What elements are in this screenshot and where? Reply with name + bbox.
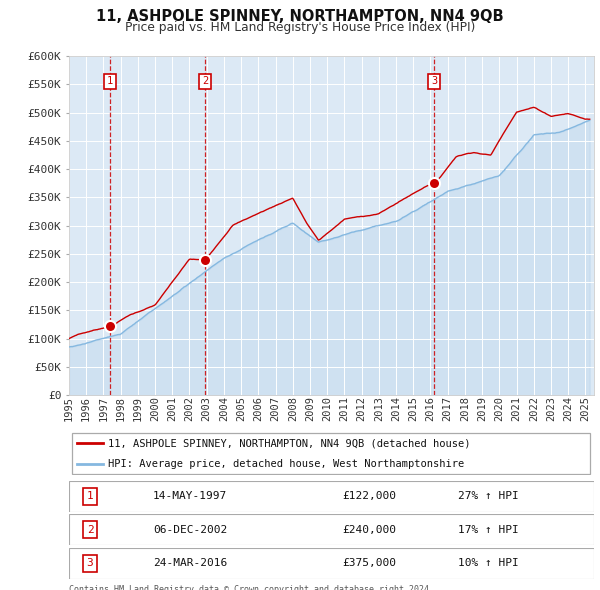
Text: 27% ↑ HPI: 27% ↑ HPI: [458, 491, 518, 501]
Text: 2: 2: [202, 77, 208, 87]
Text: 2024: 2024: [563, 396, 573, 421]
Text: 2000: 2000: [150, 396, 160, 421]
Text: 1997: 1997: [98, 396, 109, 421]
Text: 3: 3: [86, 559, 94, 568]
Text: 2: 2: [86, 525, 94, 535]
Text: 2008: 2008: [288, 396, 298, 421]
Text: HPI: Average price, detached house, West Northamptonshire: HPI: Average price, detached house, West…: [109, 460, 464, 469]
Text: 2004: 2004: [219, 396, 229, 421]
Text: 2009: 2009: [305, 396, 315, 421]
Text: 2016: 2016: [425, 396, 436, 421]
Text: 2022: 2022: [529, 396, 539, 421]
Text: 2006: 2006: [253, 396, 263, 421]
FancyBboxPatch shape: [71, 433, 590, 474]
Text: 1: 1: [107, 77, 113, 87]
Text: 1996: 1996: [81, 396, 91, 421]
Text: 2010: 2010: [322, 396, 332, 421]
Text: 1: 1: [86, 491, 94, 501]
FancyBboxPatch shape: [69, 548, 594, 579]
Text: 2003: 2003: [202, 396, 212, 421]
Text: 2012: 2012: [356, 396, 367, 421]
Text: 2017: 2017: [443, 396, 452, 421]
Text: 2007: 2007: [271, 396, 281, 421]
Text: Contains HM Land Registry data © Crown copyright and database right 2024.: Contains HM Land Registry data © Crown c…: [69, 585, 434, 590]
FancyBboxPatch shape: [69, 481, 594, 512]
Text: £122,000: £122,000: [342, 491, 396, 501]
Text: 2014: 2014: [391, 396, 401, 421]
Text: 2005: 2005: [236, 396, 246, 421]
Text: Price paid vs. HM Land Registry's House Price Index (HPI): Price paid vs. HM Land Registry's House …: [125, 21, 475, 34]
Text: 10% ↑ HPI: 10% ↑ HPI: [458, 559, 518, 568]
Text: 2018: 2018: [460, 396, 470, 421]
Text: 2021: 2021: [512, 396, 521, 421]
Text: 2025: 2025: [580, 396, 590, 421]
Text: 2001: 2001: [167, 396, 177, 421]
Text: 2002: 2002: [184, 396, 194, 421]
Text: £375,000: £375,000: [342, 559, 396, 568]
Text: 14-MAY-1997: 14-MAY-1997: [153, 491, 227, 501]
Text: 06-DEC-2002: 06-DEC-2002: [153, 525, 227, 535]
Text: 2023: 2023: [546, 396, 556, 421]
Text: 2013: 2013: [374, 396, 384, 421]
Text: 1999: 1999: [133, 396, 143, 421]
Text: 2019: 2019: [477, 396, 487, 421]
Text: 2020: 2020: [494, 396, 505, 421]
Text: £240,000: £240,000: [342, 525, 396, 535]
Text: 1998: 1998: [116, 396, 125, 421]
Text: 24-MAR-2016: 24-MAR-2016: [153, 559, 227, 568]
Text: 11, ASHPOLE SPINNEY, NORTHAMPTON, NN4 9QB (detached house): 11, ASHPOLE SPINNEY, NORTHAMPTON, NN4 9Q…: [109, 438, 471, 448]
Text: 3: 3: [431, 77, 437, 87]
Text: 2011: 2011: [340, 396, 349, 421]
Text: 11, ASHPOLE SPINNEY, NORTHAMPTON, NN4 9QB: 11, ASHPOLE SPINNEY, NORTHAMPTON, NN4 9Q…: [96, 9, 504, 24]
Text: 1995: 1995: [64, 396, 74, 421]
Text: 17% ↑ HPI: 17% ↑ HPI: [458, 525, 518, 535]
Text: 2015: 2015: [408, 396, 418, 421]
FancyBboxPatch shape: [69, 514, 594, 545]
